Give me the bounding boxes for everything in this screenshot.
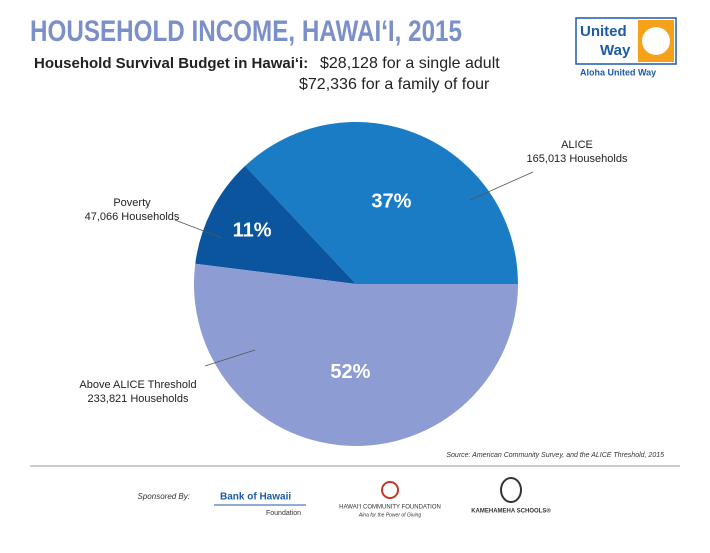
value-label: 11%	[233, 219, 272, 241]
pie-slice	[245, 121, 519, 285]
category-label: Above ALICE Threshold	[79, 379, 196, 391]
sponsored-by: Sponsored By:	[138, 492, 190, 501]
leader-line	[174, 219, 223, 239]
pie-slice	[194, 263, 519, 446]
category-note: 165,013 Households	[527, 153, 628, 165]
title: HOUSEHOLD INCOME, HAWAI‘I, 2015	[30, 15, 462, 48]
source: Source: American Community Survey, and t…	[446, 452, 664, 459]
category-note: 47,066 Households	[85, 211, 180, 223]
sponsor-name: Bank of Hawaii	[220, 492, 291, 503]
sponsor-sub: Foundation	[266, 510, 301, 517]
logo-caption: Aloha United Way	[580, 67, 656, 77]
pie-slice	[195, 165, 356, 284]
category-label: Poverty	[113, 197, 151, 209]
category-note: 233,821 Households	[88, 393, 189, 405]
leader-line	[469, 171, 534, 201]
sponsor-sub: Aina for the Power of Giving	[358, 512, 421, 518]
sponsor-name: KAMEHAMEHA SCHOOLS®	[471, 508, 551, 515]
logo-text: Way	[600, 42, 631, 59]
category-label: ALICE	[561, 139, 593, 151]
logo-emblem	[642, 27, 670, 55]
sponsor-icon	[381, 481, 399, 499]
leader-line	[204, 349, 256, 367]
subtitle: Household Survival Budget in Hawai‘i:	[34, 55, 308, 72]
logo-text: United	[580, 23, 627, 40]
sponsor-icon	[500, 477, 522, 503]
value-label: 37%	[371, 191, 411, 213]
pie-chart: 37% ALICE 165,013 Households 11% Poverty 47,0…	[79, 121, 628, 446]
sponsor-name: HAWAI‘I COMMUNITY FOUNDATION	[339, 505, 441, 511]
logo: United Way Aloha United Way	[575, 17, 677, 77]
budget-line: $72,336 for a family of four	[299, 76, 490, 93]
budget-line: $28,128 for a single adult	[320, 55, 500, 72]
value-label: 52%	[330, 361, 370, 383]
